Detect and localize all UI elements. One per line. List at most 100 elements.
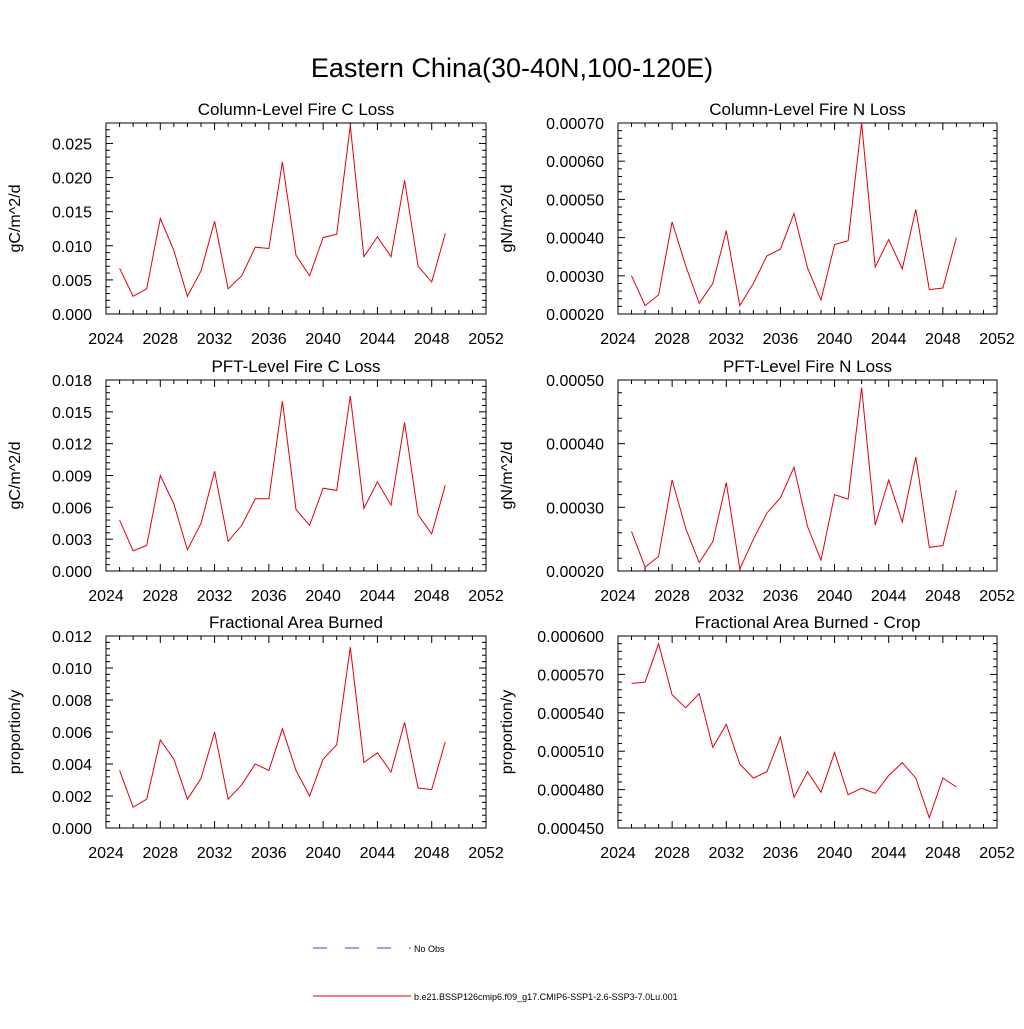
x-tick-label: 2028 [654,588,690,605]
x-tick-label: 2024 [600,331,636,348]
x-tick-label: 2044 [360,588,396,605]
x-tick-label: 2048 [414,331,450,348]
legend: No Obs b.e21.BSSP126cmip6.f09_g17.CMIP6-S… [313,944,678,1002]
y-tick-label: 0.00030 [546,500,604,517]
series-line [119,395,446,552]
y-tick-label: 0.015 [52,205,92,222]
chart-panel-2: Column-Level Fire N Loss 2024 2028 2032 2036… [499,100,1015,348]
y-tick-label: 0.006 [52,500,92,517]
x-tick-label: 2040 [817,331,853,348]
chart-panel-3: PFT-Level Fire C Loss 2024 2028 2032 2036 204… [7,357,504,605]
x-tick-label: 2044 [871,588,907,605]
x-tick-label: 2052 [468,845,504,862]
y-tick-label: 0.000 [52,564,92,581]
y-tick-label: 0.004 [52,757,92,774]
x-tick-label: 2044 [871,845,907,862]
x-tick-label: 2048 [414,845,450,862]
x-tick-label: 2052 [468,331,504,348]
x-tick-label: 2036 [251,845,287,862]
plot-frame [105,379,487,572]
series-line [631,387,957,571]
panel-title: PFT-Level Fire C Loss [211,357,380,376]
y-tick-label: 0.010 [52,661,92,678]
series-line [119,647,446,808]
x-tick-label: 2024 [88,588,124,605]
x-tick-label: 2044 [871,331,907,348]
x-tick-label: 2036 [763,588,799,605]
y-axis-label: gC/m^2/d [7,442,24,510]
series-line [631,641,957,820]
y-tick-label: 0.025 [52,136,92,153]
x-tick-label: 2052 [979,588,1015,605]
y-tick-label: 0.012 [52,437,92,454]
x-tick-label: 2052 [468,588,504,605]
y-tick-label: 0.000600 [537,629,604,646]
x-tick-label: 2028 [142,845,178,862]
x-tick-label: 2048 [925,331,961,348]
y-tick-label: 0.010 [52,239,92,256]
x-tick-label: 2036 [763,845,799,862]
series-line [631,122,957,307]
x-tick-label: 2032 [197,331,233,348]
x-tick-label: 2024 [600,845,636,862]
y-axis-label: proportion/y [499,690,516,775]
y-tick-label: 0.018 [52,373,92,390]
y-tick-label: 0.005 [52,273,92,290]
x-tick-label: 2032 [197,845,233,862]
plot-frame [617,379,998,572]
x-tick-label: 2028 [142,331,178,348]
chart-panel-5: Fractional Area Burned 2024 2028 2032 2036 20… [7,613,504,862]
y-tick-label: 0.000540 [537,706,604,723]
x-tick-label: 2048 [414,588,450,605]
x-tick-label: 2028 [654,331,690,348]
panel-title: Column-Level Fire N Loss [709,100,906,119]
y-tick-label: 0.006 [52,725,92,742]
y-tick-label: 0.00050 [546,373,604,390]
y-axis-label: gN/m^2/d [499,442,516,510]
legend-label-2: b.e21.BSSP126cmip6.f09_g17.CMIP6-SSP1-2.… [414,992,678,1002]
y-tick-label: 0.003 [52,532,92,549]
panel-title: PFT-Level Fire N Loss [723,357,892,376]
y-tick-label: 0.00070 [546,116,604,133]
legend-label-1: No Obs [414,944,445,954]
x-tick-label: 2044 [360,331,396,348]
y-tick-label: 0.00060 [546,154,604,171]
x-tick-label: 2040 [817,845,853,862]
plot-frame [617,122,998,315]
x-tick-label: 2040 [305,588,341,605]
x-tick-label: 2024 [88,845,124,862]
x-tick-label: 2028 [142,588,178,605]
x-tick-label: 2036 [251,331,287,348]
y-tick-label: 0.000570 [537,667,604,684]
y-axis-label: gN/m^2/d [499,185,516,253]
y-tick-label: 0.000510 [537,744,604,761]
plot-frame [617,635,998,829]
y-tick-label: 0.000450 [537,821,604,838]
y-tick-label: 0.00040 [546,231,604,248]
y-tick-label: 0.00020 [546,564,604,581]
y-tick-label: 0.00040 [546,437,604,454]
y-tick-label: 0.00050 [546,192,604,209]
y-tick-label: 0.00030 [546,269,604,286]
series-line [119,125,446,298]
x-tick-label: 2028 [654,845,690,862]
x-tick-label: 2036 [251,588,287,605]
x-tick-label: 2032 [708,845,744,862]
y-tick-label: 0.020 [52,171,92,188]
x-tick-label: 2052 [979,331,1015,348]
x-tick-label: 2032 [708,331,744,348]
figure-title: Eastern China(30-40N,100-120E) [311,53,713,83]
y-tick-label: 0.000 [52,821,92,838]
y-tick-label: 0.008 [52,693,92,710]
x-tick-label: 2040 [305,845,341,862]
x-tick-label: 2040 [305,331,341,348]
x-tick-label: 2032 [197,588,233,605]
plot-frame [105,635,487,829]
x-tick-label: 2044 [360,845,396,862]
x-tick-label: 2024 [88,331,124,348]
y-axis-label: proportion/y [7,690,24,775]
x-tick-label: 2036 [763,331,799,348]
y-axis-label: gC/m^2/d [7,185,24,253]
y-tick-label: 0.015 [52,405,92,422]
